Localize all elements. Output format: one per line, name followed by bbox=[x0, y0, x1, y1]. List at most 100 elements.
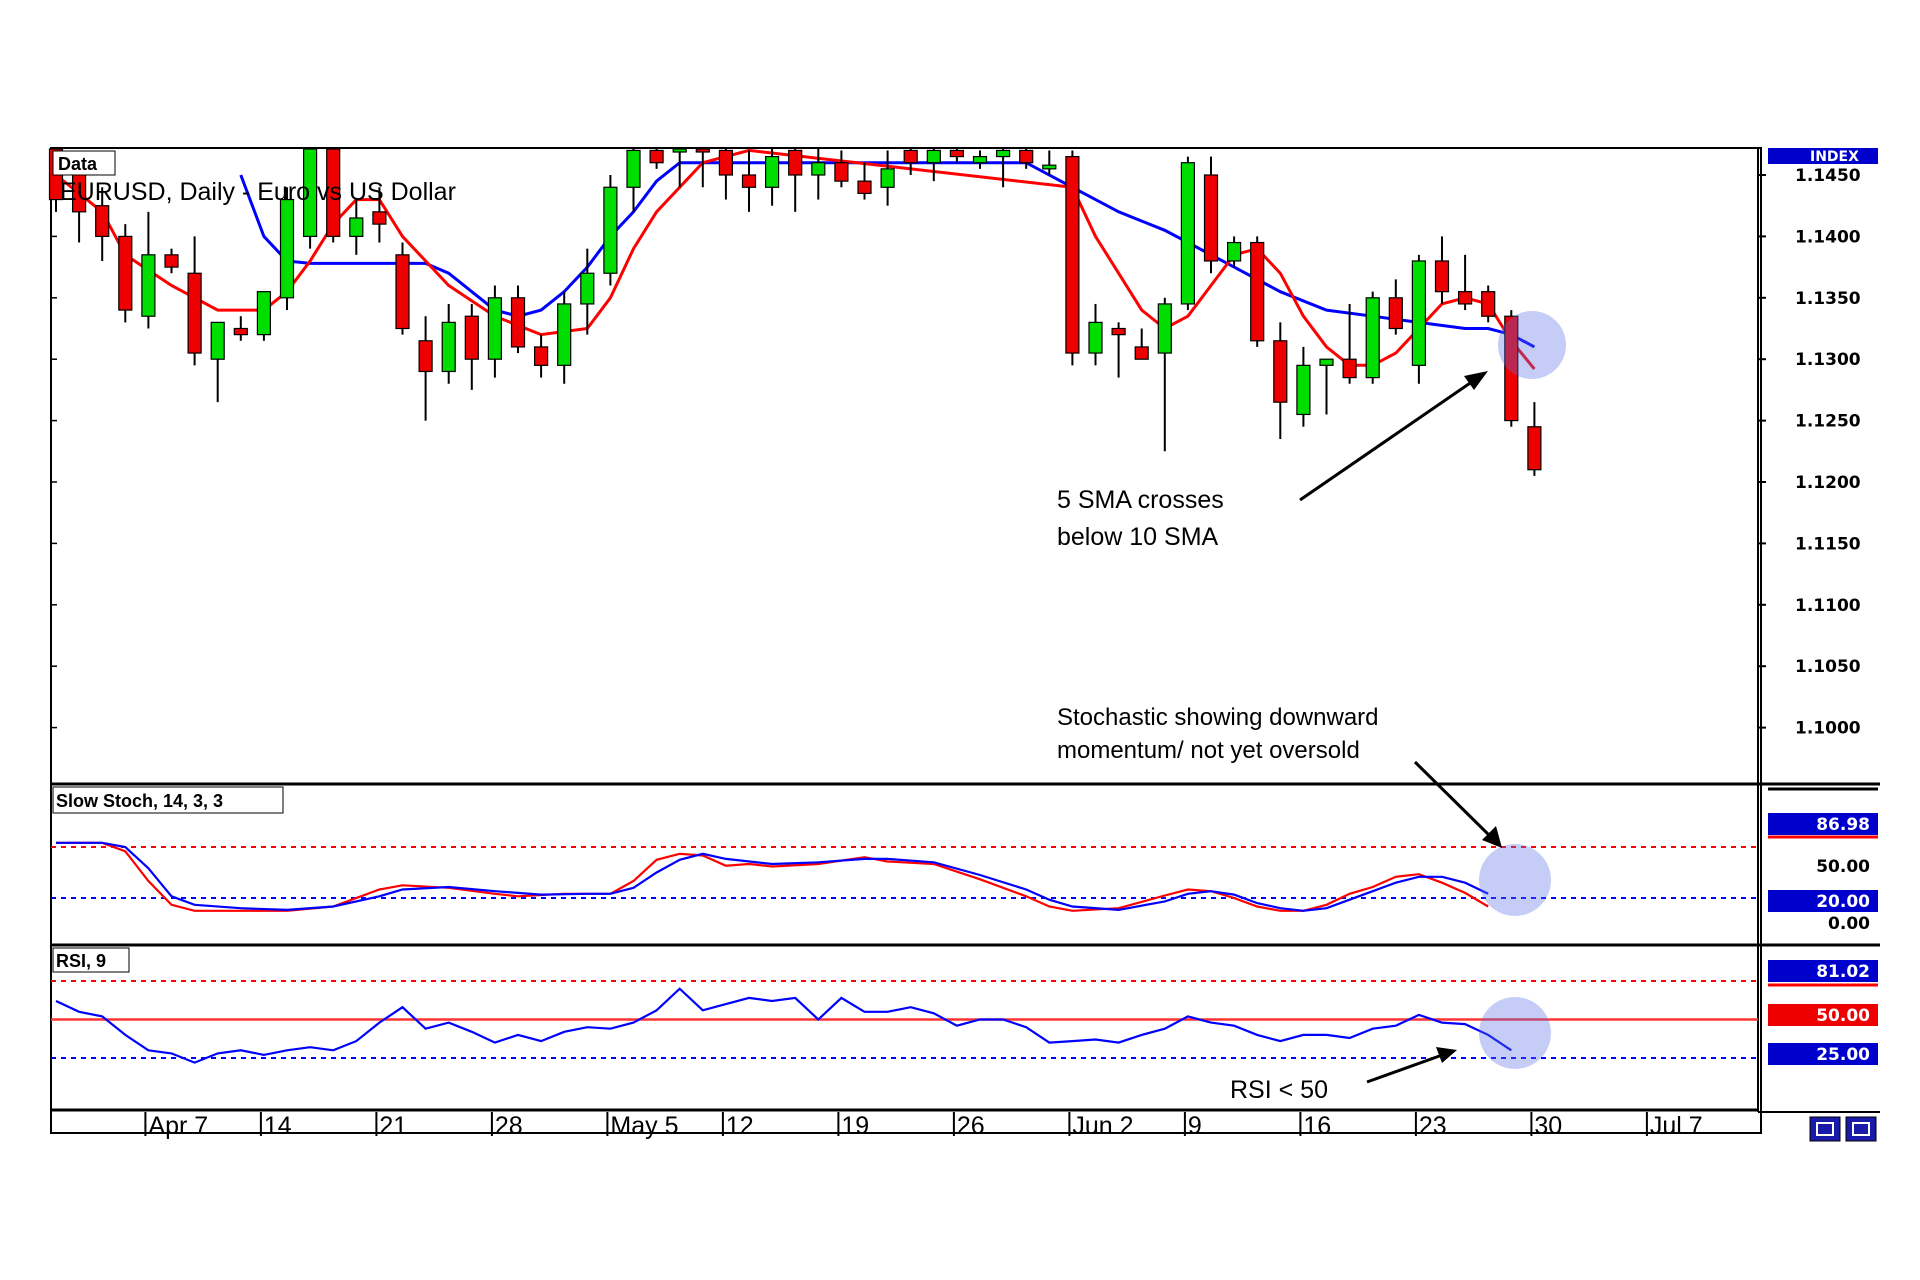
bearish-candle bbox=[1527, 426, 1542, 471]
price-axis: 1.1450 1.1400 1.1350 1.1300 1.1250 1.1200 1.11… bbox=[1758, 166, 1861, 739]
bearish-candle bbox=[233, 327, 248, 336]
candles bbox=[48, 148, 1542, 476]
bearish-candle bbox=[1019, 149, 1034, 164]
bearish-candle bbox=[395, 254, 410, 330]
date-tick-label: 19 bbox=[841, 1112, 869, 1140]
bearish-candle bbox=[1388, 297, 1403, 330]
bullish-candle bbox=[1157, 303, 1172, 354]
date-tick-label: Apr 7 bbox=[148, 1112, 208, 1140]
stoch-value-badge-text: 86.98 bbox=[1816, 815, 1870, 835]
price-tick-label: 1.1000 bbox=[1795, 719, 1861, 739]
zoom-out-button[interactable] bbox=[1845, 1116, 1877, 1142]
bearish-candle bbox=[718, 149, 734, 176]
stoch-20-badge-text: 20.00 bbox=[1816, 892, 1870, 912]
stoch-annotation-line1: Stochastic showing downward bbox=[1057, 704, 1379, 731]
bullish-candle bbox=[1226, 241, 1242, 262]
stoch-highlight bbox=[1479, 844, 1551, 916]
date-tick-label: 28 bbox=[495, 1112, 523, 1140]
bearish-candle bbox=[118, 235, 133, 311]
bullish-candle bbox=[349, 217, 364, 237]
data-title-box bbox=[52, 150, 116, 176]
price-tick-label: 1.1300 bbox=[1795, 350, 1861, 370]
bullish-candle bbox=[1365, 297, 1380, 379]
bearish-candle bbox=[857, 180, 872, 195]
bullish-candle bbox=[487, 297, 502, 360]
sma10-path bbox=[239, 161, 1536, 349]
sma-annotation-line1: 5 SMA crosses bbox=[1057, 486, 1224, 514]
price-tick-label: 1.1200 bbox=[1795, 473, 1861, 493]
bullish-candle bbox=[1411, 260, 1427, 366]
price-tick-label: 1.1400 bbox=[1795, 227, 1861, 247]
bearish-candle bbox=[187, 272, 202, 354]
index-badge bbox=[1768, 148, 1878, 164]
bearish-candle bbox=[788, 149, 803, 176]
stoch-value-badge bbox=[1768, 813, 1878, 835]
rsi-value-badge-text: 81.02 bbox=[1816, 962, 1870, 982]
bearish-candle bbox=[164, 254, 179, 268]
bullish-candle bbox=[1319, 358, 1334, 366]
bullish-candle bbox=[811, 162, 826, 176]
date-tick-label: 16 bbox=[1303, 1112, 1331, 1140]
date-tick-label: 14 bbox=[264, 1112, 292, 1140]
bullish-candle bbox=[1296, 364, 1311, 416]
bearish-candle bbox=[510, 297, 526, 348]
bullish-candle bbox=[764, 155, 780, 188]
stoch-50-label-text: 50.00 bbox=[1816, 857, 1870, 877]
bearish-candle bbox=[464, 315, 479, 360]
rsi-25-badge bbox=[1768, 1043, 1878, 1065]
rsi-annotation-arrow bbox=[1366, 1052, 1446, 1084]
bullish-candle bbox=[1180, 162, 1196, 305]
rsi-value-badge bbox=[1768, 960, 1878, 982]
rsi-panel: 81.02 50.00 25.00 bbox=[51, 960, 1878, 1065]
rsi-50-badge-text: 50.00 bbox=[1816, 1006, 1870, 1026]
bearish-candle bbox=[949, 149, 965, 158]
bearish-candle bbox=[1434, 260, 1450, 293]
bearish-candle bbox=[834, 162, 849, 182]
bullish-candle bbox=[972, 155, 988, 164]
price-tick-label: 1.1450 bbox=[1795, 166, 1861, 186]
bullish-candle bbox=[880, 168, 895, 188]
date-tick-label: 12 bbox=[726, 1112, 754, 1140]
price-tick-label: 1.1350 bbox=[1795, 289, 1861, 309]
sma-annotation-line2: below 10 SMA bbox=[1057, 523, 1219, 551]
bearish-candle bbox=[1342, 358, 1357, 379]
price-tick-label: 1.1050 bbox=[1795, 657, 1861, 677]
bullish-candle bbox=[303, 148, 318, 238]
date-tick-label: 21 bbox=[379, 1112, 407, 1140]
rsi-annotation: RSI < 50 bbox=[1230, 1076, 1328, 1104]
price-tick-label: 1.1250 bbox=[1795, 412, 1861, 432]
stoch-annotation-arrow bbox=[1413, 760, 1494, 840]
stoch-0-label bbox=[1768, 912, 1878, 934]
stoch-0-label-text: 0.00 bbox=[1828, 914, 1870, 934]
stoch-20-badge bbox=[1768, 890, 1878, 912]
chart-subtitle: EURUSD, Daily - Euro vs US Dollar bbox=[60, 178, 456, 206]
bearish-candle bbox=[1250, 241, 1265, 342]
rsi-25-badge-text: 25.00 bbox=[1816, 1045, 1870, 1065]
sma-arrowhead bbox=[1464, 371, 1488, 390]
date-tick-label: 30 bbox=[1534, 1112, 1562, 1140]
rsi-title: RSI, 9 bbox=[56, 951, 106, 971]
zoom-out-icon bbox=[1852, 1122, 1870, 1136]
bearish-candle bbox=[1111, 327, 1126, 336]
date-axis: Apr 7 14 21 28 May 5 12 19 26 Jun 2 9 16 23 30 Jul 7 bbox=[144, 1112, 1703, 1140]
bearish-candle bbox=[903, 149, 918, 164]
chart-frame bbox=[50, 147, 1762, 1134]
bearish-candle bbox=[1273, 340, 1288, 403]
sma10-line bbox=[239, 161, 1536, 349]
sma-cross-highlight bbox=[1498, 311, 1566, 379]
zoom-in-icon bbox=[1816, 1122, 1834, 1136]
bearish-candle bbox=[649, 149, 664, 164]
bearish-candle bbox=[326, 148, 341, 238]
bullish-candle bbox=[603, 186, 618, 274]
rsi-50-badge bbox=[1768, 1004, 1878, 1026]
stoch-title: Slow Stoch, 14, 3, 3 bbox=[56, 791, 223, 811]
bullish-candle bbox=[557, 303, 572, 366]
stoch-title-box bbox=[52, 786, 284, 814]
zoom-in-button[interactable] bbox=[1809, 1116, 1841, 1142]
date-tick-label: Jun 2 bbox=[1072, 1112, 1133, 1140]
bullish-candle bbox=[926, 149, 941, 164]
bullish-candle bbox=[626, 149, 641, 188]
bullish-candle bbox=[1088, 321, 1103, 354]
sma-annotation-arrow bbox=[1299, 377, 1477, 502]
